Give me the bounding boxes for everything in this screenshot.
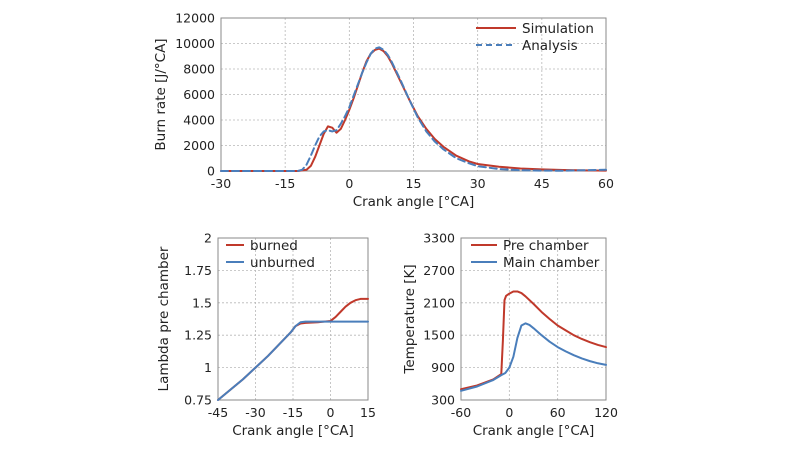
temperature-x-tick-labels: -60 0 60 120 bbox=[451, 405, 618, 420]
legend-label-unburned: unburned bbox=[250, 255, 315, 271]
lambda-x-tick-label: -15 bbox=[283, 405, 303, 420]
legend-label-main-chamber: Main chamber bbox=[503, 255, 600, 271]
lambda-y-tick-label: 1.75 bbox=[184, 263, 212, 278]
burn-rate-x-axis-label: Crank angle [°CA] bbox=[353, 194, 475, 210]
legend-label-analysis: Analysis bbox=[522, 38, 578, 54]
burn-rate-x-tick-label: 30 bbox=[470, 176, 486, 191]
temperature-y-tick-label: 300 bbox=[431, 393, 455, 408]
lambda-x-tick-label: 15 bbox=[360, 405, 376, 420]
burn-rate-y-tick-label: 6000 bbox=[183, 87, 215, 102]
burn-rate-series bbox=[220, 46, 607, 172]
burn-rate-x-tick-label: -15 bbox=[275, 176, 295, 191]
burn-rate-x-tick-label: -30 bbox=[211, 176, 231, 191]
lambda-y-tick-label: 1.25 bbox=[184, 328, 212, 343]
burn-rate-y-tick-label: 8000 bbox=[183, 62, 215, 77]
temperature-y-tick-label: 2100 bbox=[423, 295, 455, 310]
temperature-chart: -60 0 60 120 300 900 1500 2100 2700 3300 Crank a… bbox=[402, 231, 618, 440]
lambda-x-tick-label: -30 bbox=[245, 405, 265, 420]
legend-label-simulation: Simulation bbox=[522, 21, 594, 37]
temperature-x-axis-label: Crank angle [°CA] bbox=[473, 423, 595, 439]
lambda-gridlines bbox=[218, 238, 368, 400]
burn-rate-chart: -30 -15 0 15 30 45 60 0 2000 4000 6000 8000 10000 12… bbox=[153, 11, 614, 211]
lambda-series bbox=[217, 297, 369, 401]
temperature-y-tick-label: 900 bbox=[431, 360, 455, 375]
burn-rate-y-tick-label: 4000 bbox=[183, 113, 215, 128]
series-line-simulation bbox=[220, 47, 607, 172]
burn-rate-x-tick-label: 0 bbox=[345, 176, 353, 191]
temperature-x-tick-label: 60 bbox=[550, 405, 566, 420]
lambda-y-tick-label: 0.75 bbox=[184, 393, 212, 408]
lambda-y-axis-label: Lambda pre chamber bbox=[156, 246, 172, 391]
series-line-analysis bbox=[220, 46, 607, 172]
series-line-pre-chamber bbox=[460, 290, 607, 391]
series-line-unburned bbox=[217, 320, 369, 401]
temperature-y-tick-labels: 300 900 1500 2100 2700 3300 bbox=[423, 231, 455, 408]
lambda-y-tick-labels: 0.75 1 1.25 1.5 1.75 2 bbox=[184, 231, 212, 408]
burn-rate-x-tick-label: 60 bbox=[598, 176, 614, 191]
burn-rate-y-tick-label: 0 bbox=[207, 164, 215, 179]
burn-rate-y-tick-labels: 0 2000 4000 6000 8000 10000 12000 bbox=[175, 11, 215, 179]
burn-rate-plot-frame bbox=[220, 17, 607, 172]
lambda-x-tick-label: 0 bbox=[327, 405, 335, 420]
temperature-x-tick-label: -60 bbox=[451, 405, 471, 420]
burn-rate-y-tick-label: 12000 bbox=[175, 11, 215, 26]
burn-rate-legend: Simulation Analysis bbox=[476, 21, 594, 54]
lambda-y-tick-label: 1.5 bbox=[192, 295, 212, 310]
burn-rate-y-tick-label: 10000 bbox=[175, 36, 215, 51]
temperature-y-tick-label: 2700 bbox=[423, 263, 455, 278]
temperature-x-tick-label: 120 bbox=[594, 405, 618, 420]
burn-rate-y-tick-label: 2000 bbox=[183, 138, 215, 153]
lambda-x-tick-label: -45 bbox=[208, 405, 228, 420]
series-line-main-chamber bbox=[460, 322, 607, 392]
lambda-y-tick-label: 2 bbox=[204, 231, 212, 246]
legend-label-burned: burned bbox=[250, 238, 298, 254]
burn-rate-gridlines bbox=[221, 18, 606, 171]
lambda-chart: -45 -30 -15 0 15 0.75 1 1.25 1.5 1.75 2 Crank ang… bbox=[156, 231, 376, 440]
temperature-y-tick-label: 3300 bbox=[423, 231, 455, 246]
temperature-series bbox=[460, 290, 607, 392]
lambda-y-tick-label: 1 bbox=[204, 360, 212, 375]
temperature-legend: Pre chamber Main chamber bbox=[471, 238, 600, 271]
legend-label-pre-chamber: Pre chamber bbox=[503, 238, 589, 254]
burn-rate-x-tick-labels: -30 -15 0 15 30 45 60 bbox=[211, 176, 614, 191]
temperature-plot-frame bbox=[460, 237, 607, 401]
burn-rate-x-tick-label: 15 bbox=[406, 176, 422, 191]
burn-rate-x-tick-label: 45 bbox=[534, 176, 550, 191]
lambda-x-axis-label: Crank angle [°CA] bbox=[232, 423, 354, 439]
temperature-y-axis-label: Temperature [K] bbox=[402, 264, 418, 374]
lambda-legend: burned unburned bbox=[226, 238, 315, 271]
burn-rate-y-axis-label: Burn rate [J/°CA] bbox=[153, 38, 169, 150]
temperature-x-tick-label: 0 bbox=[505, 405, 513, 420]
lambda-x-tick-labels: -45 -30 -15 0 15 bbox=[208, 405, 376, 420]
temperature-y-tick-label: 1500 bbox=[423, 328, 455, 343]
lambda-plot-frame bbox=[217, 237, 369, 401]
